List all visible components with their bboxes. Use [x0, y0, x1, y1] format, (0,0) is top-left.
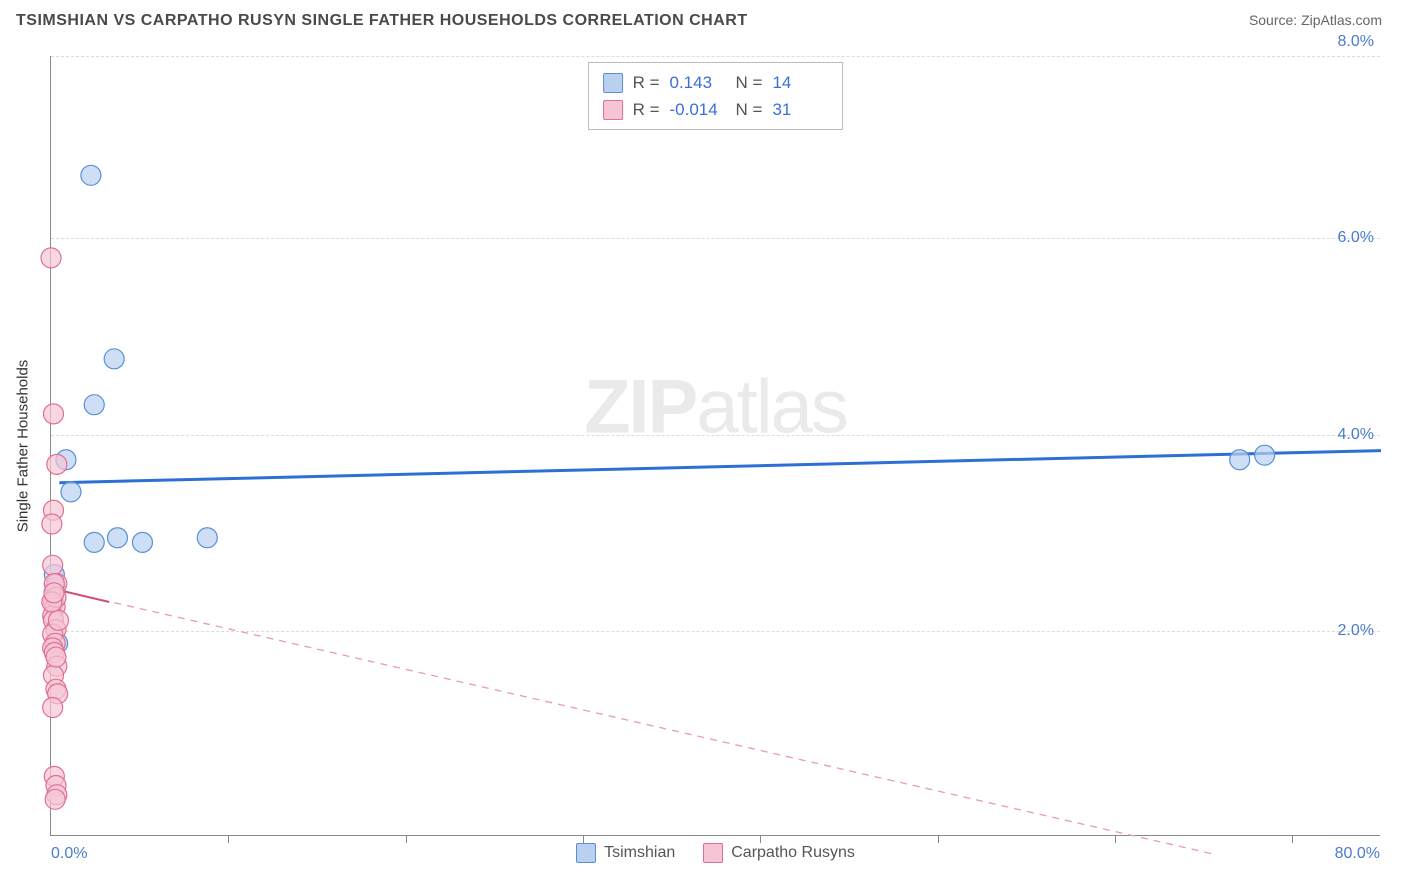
y-axis-label: Single Father Households	[15, 359, 32, 532]
data-point	[84, 532, 104, 552]
scatter-plot-svg	[51, 56, 1381, 836]
stat-label: N =	[736, 96, 763, 123]
x-axis-min-label: 0.0%	[51, 845, 87, 863]
data-point	[197, 528, 217, 548]
correlation-stats-box: R = 0.143 N = 14 R = -0.014 N = 31	[588, 62, 844, 130]
data-point	[61, 482, 81, 502]
data-point	[43, 698, 63, 718]
chart-title: TSIMSHIAN VS CARPATHO RUSYN SINGLE FATHE…	[16, 12, 748, 30]
source-attribution: Source: ZipAtlas.com	[1249, 12, 1382, 28]
data-point	[43, 404, 63, 424]
legend-item: Tsimshian	[576, 843, 675, 863]
data-point	[46, 647, 66, 667]
legend-label: Carpatho Rusyns	[731, 844, 855, 862]
y-tick-label: 8.0%	[1338, 33, 1374, 51]
y-tick-label: 6.0%	[1338, 229, 1374, 247]
data-point	[44, 583, 64, 603]
stats-row: R = -0.014 N = 31	[603, 96, 829, 123]
x-tick	[1115, 835, 1116, 843]
x-tick	[228, 835, 229, 843]
stat-label: N =	[736, 69, 763, 96]
x-axis-max-label: 80.0%	[1335, 845, 1380, 863]
x-tick	[406, 835, 407, 843]
data-point	[1230, 450, 1250, 470]
x-tick	[760, 835, 761, 843]
data-point	[43, 555, 63, 575]
data-point	[41, 248, 61, 268]
series-swatch	[603, 100, 623, 120]
stat-n-value: 31	[772, 96, 828, 123]
stat-label: R =	[633, 69, 660, 96]
stat-n-value: 14	[772, 69, 828, 96]
data-point	[132, 532, 152, 552]
y-tick-label: 4.0%	[1338, 426, 1374, 444]
legend-swatch	[703, 843, 723, 863]
data-point	[48, 610, 68, 630]
plot-area: Single Father Households ZIPatlas R =0.1…	[50, 56, 1380, 836]
x-tick	[583, 835, 584, 843]
series-swatch	[603, 73, 623, 93]
trend-line	[59, 451, 1381, 483]
data-point	[42, 514, 62, 534]
chart-container: Single Father Households ZIPatlas R =0.1…	[50, 56, 1380, 836]
y-tick-label: 2.0%	[1338, 622, 1374, 640]
data-point	[45, 789, 65, 809]
data-point	[104, 349, 124, 369]
legend-label: Tsimshian	[604, 844, 675, 862]
data-point	[108, 528, 128, 548]
data-point	[1255, 445, 1275, 465]
legend-item: Carpatho Rusyns	[703, 843, 855, 863]
stats-row: R = 0.143 N = 14	[603, 69, 829, 96]
data-point	[81, 165, 101, 185]
trend-line	[51, 588, 1215, 854]
x-tick	[938, 835, 939, 843]
stat-r-value: 0.143	[670, 69, 726, 96]
legend-swatch	[576, 843, 596, 863]
stat-r-value: -0.014	[670, 96, 726, 123]
stat-label: R =	[633, 96, 660, 123]
data-point	[84, 395, 104, 415]
x-tick	[1292, 835, 1293, 843]
data-point	[47, 454, 67, 474]
